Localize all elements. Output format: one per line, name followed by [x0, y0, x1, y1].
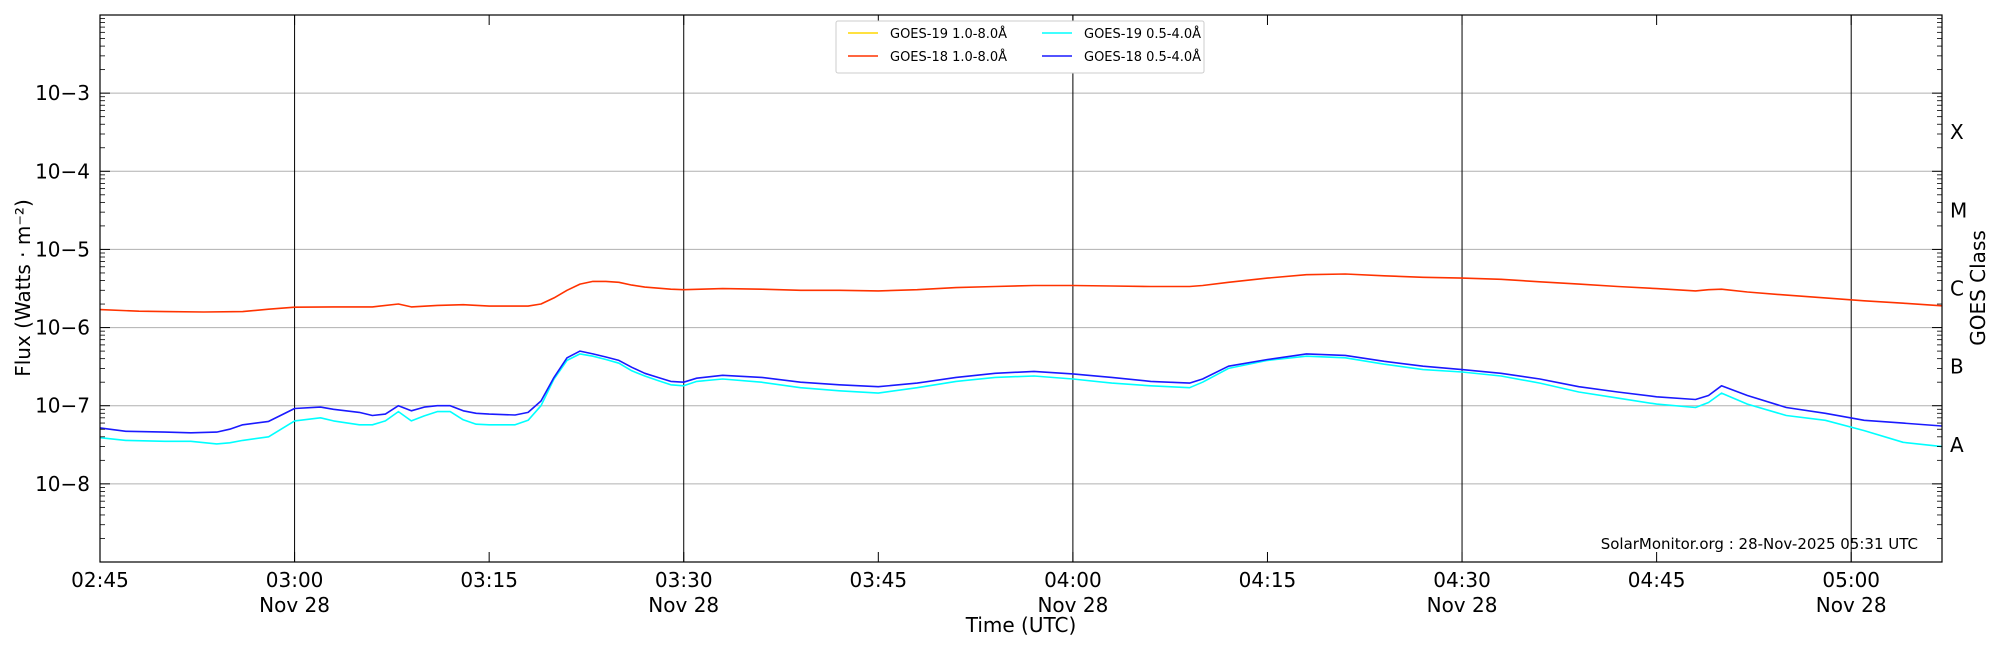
series-line-2 [99, 353, 1943, 448]
x-tick-sublabel-5: Nov 28 [1037, 593, 1108, 617]
plot-background [100, 15, 1942, 562]
goes-class-X: X [1950, 120, 1964, 144]
y-axis-ticks: 10−8 10−7 10−6 10−5 10−4 10−3 [35, 18, 1942, 539]
x-tick-sublabel-7: Nov 28 [1427, 593, 1498, 617]
x-tick-label-8: 04:45 [1628, 568, 1686, 592]
goes-class-B: B [1950, 355, 1964, 379]
x-tick-label-2: 03:15 [460, 568, 518, 592]
x-tick-sublabel-1: Nov 28 [259, 593, 330, 617]
series-line-1 [99, 273, 1943, 313]
y-tick-label-1: 10−7 [35, 394, 90, 418]
legend-box [835, 20, 1205, 74]
legend-label-0: GOES-19 1.0-8.0Å [890, 26, 1007, 42]
vertical-day-markers [294, 15, 1852, 562]
x-tick-label-1: 03:00 [266, 568, 324, 592]
series-line-3 [99, 350, 1943, 434]
goes-class-M: M [1950, 198, 1967, 222]
goes-class-labels: A B C M X [1950, 120, 1967, 457]
goes-class-C: C [1950, 277, 1964, 301]
x-axis-title: Time (UTC) [965, 613, 1077, 637]
goes-class-A: A [1950, 433, 1964, 457]
y-tick-label-2: 10−6 [35, 316, 90, 340]
series-layer [99, 273, 1943, 448]
legend-label-1: GOES-18 1.0-8.0Å [890, 49, 1007, 65]
x-tick-sublabel-9: Nov 28 [1816, 593, 1887, 617]
y-axis-title: Flux (Watts · m⁻²) [11, 199, 35, 377]
y2-axis-title: GOES Class [1966, 230, 1990, 346]
y-tick-label-4: 10−4 [35, 159, 90, 183]
x-tick-label-9: 05:00 [1822, 568, 1880, 592]
y-tick-label-5: 10−3 [35, 81, 90, 105]
y-tick-label-3: 10−5 [35, 237, 90, 261]
x-tick-label-6: 04:15 [1239, 568, 1297, 592]
x-tick-label-7: 04:30 [1433, 568, 1491, 592]
legend: GOES-19 1.0-8.0Å GOES-18 1.0-8.0Å GOES-19 … [835, 20, 1205, 74]
credit-text: SolarMonitor.org : 28-Nov-2025 05:31 UTC [1601, 535, 1918, 553]
x-tick-sublabel-3: Nov 28 [648, 593, 719, 617]
x-tick-label-3: 03:30 [655, 568, 713, 592]
y-tick-label-0: 10−8 [35, 472, 90, 496]
plot-frame [99, 14, 1943, 563]
legend-label-3: GOES-18 0.5-4.0Å [1084, 49, 1201, 65]
horizontal-gridlines [100, 92, 1942, 485]
x-tick-label-0: 02:45 [71, 568, 129, 592]
legend-label-2: GOES-19 0.5-4.0Å [1084, 26, 1201, 42]
x-tick-label-5: 04:00 [1044, 568, 1102, 592]
x-tick-label-4: 03:45 [849, 568, 907, 592]
